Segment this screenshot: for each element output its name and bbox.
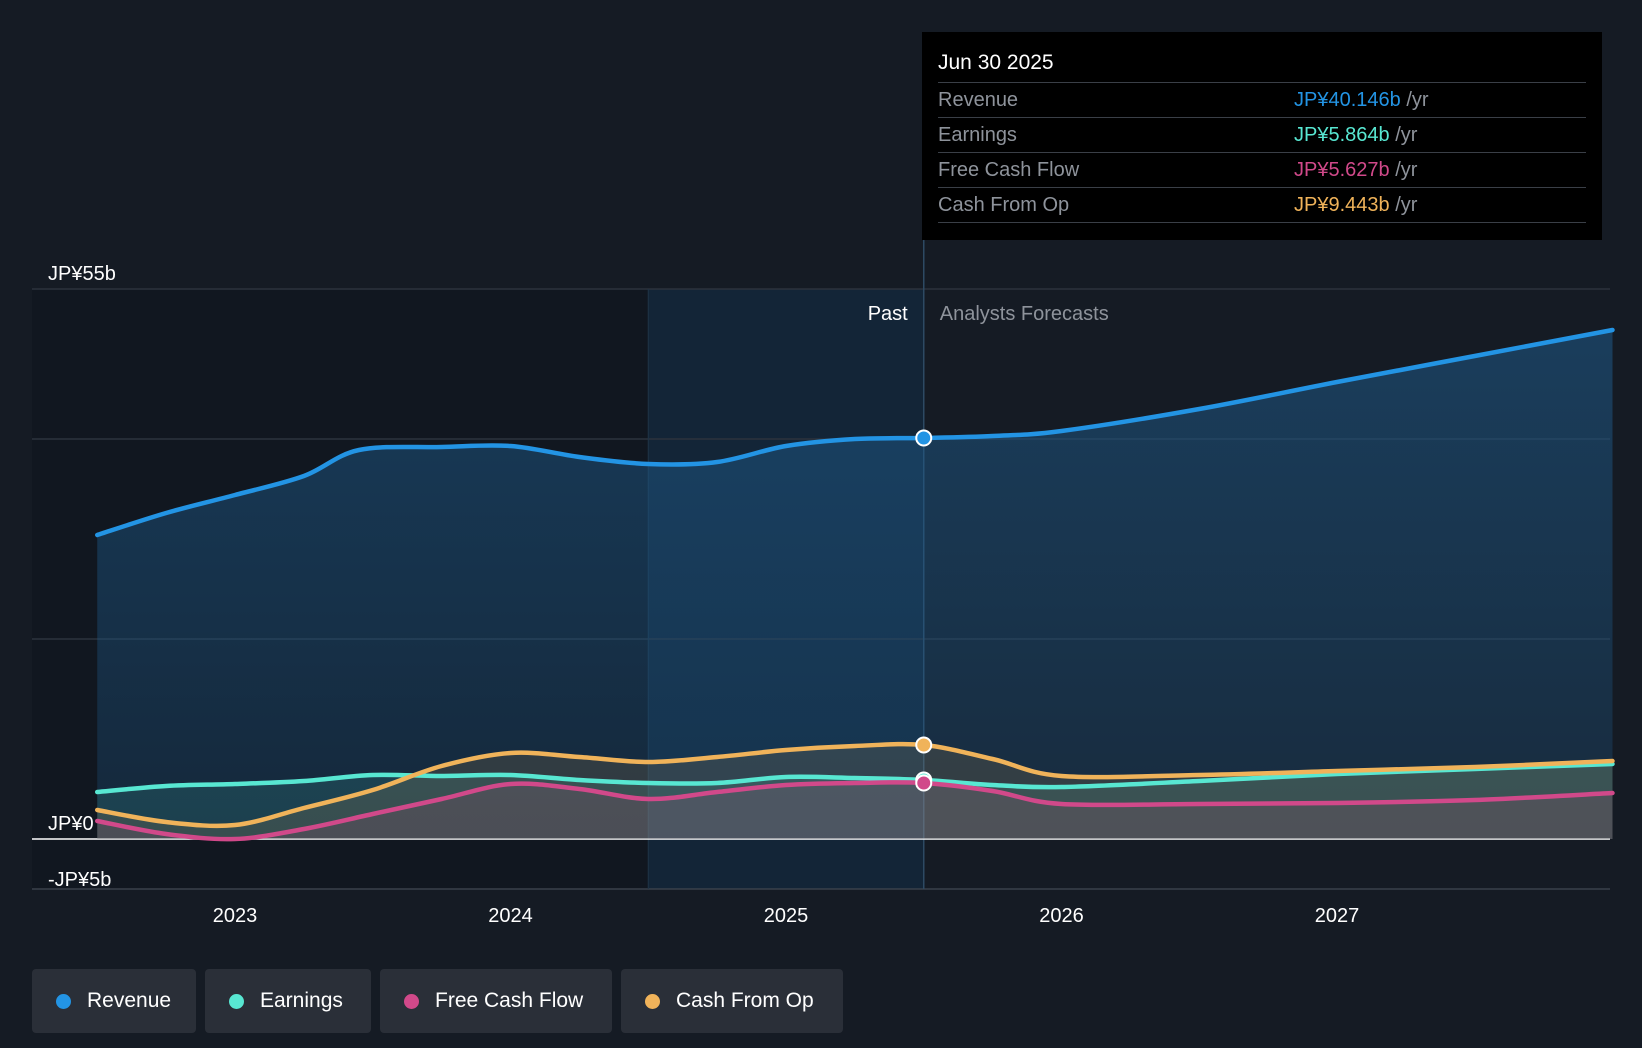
legend-dot-icon <box>229 993 244 1009</box>
x-tick-label: 2023 <box>213 905 258 927</box>
legend-label: Revenue <box>87 989 172 1012</box>
tooltip-row: Revenue JP¥40.146b /yr <box>938 83 1586 118</box>
earnings-area <box>97 764 1613 839</box>
tooltip-date: Jun 30 2025 <box>938 46 1586 83</box>
tooltip-row: Free Cash Flow JP¥5.627b /yr <box>938 153 1586 188</box>
past-label: Past <box>868 303 908 325</box>
tooltip-value: JP¥40.146b <box>1294 89 1401 111</box>
tooltip-unit: /yr <box>1400 89 1429 111</box>
tooltip-row: Cash From Op JP¥9.443b /yr <box>938 188 1586 223</box>
tooltip-row-name: Revenue <box>938 89 1019 111</box>
free-cash-flow-area <box>97 782 1613 840</box>
y-tick-label: JP¥55b <box>48 263 116 285</box>
tooltip-row-name: Earnings <box>938 124 1017 146</box>
legend-dot-icon <box>645 993 660 1009</box>
cash-from-op-line <box>95 741 1615 829</box>
x-tick-label: 2024 <box>488 905 533 927</box>
y-tick-label: -JP¥5b <box>48 869 111 891</box>
tooltip-value: JP¥5.864b <box>1294 124 1390 146</box>
cash-from-op-area <box>97 744 1613 839</box>
legend-dot-icon <box>56 993 71 1009</box>
tooltip-row-value: JP¥5.864b /yr <box>1294 118 1417 152</box>
y-tick-label: JP¥0 <box>48 813 94 835</box>
legend: Revenue Earnings Free Cash Flow Cash From O… <box>32 969 843 1033</box>
tooltip-value: JP¥9.443b <box>1294 194 1390 216</box>
legend-item-cash-from-op[interactable]: Cash From Op <box>621 969 843 1033</box>
legend-item-earnings[interactable]: Earnings <box>205 969 371 1033</box>
free-cash-flow-line <box>95 780 1615 842</box>
cash-from-op-marker <box>915 736 933 754</box>
tooltip: Jun 30 2025 Revenue JP¥40.146b /yr Earning… <box>922 32 1602 240</box>
x-tick-label: 2025 <box>764 905 809 927</box>
legend-label: Cash From Op <box>676 989 814 1012</box>
tooltip-row-value: JP¥40.146b /yr <box>1294 83 1429 117</box>
tooltip-row-name: Cash From Op <box>938 194 1070 216</box>
legend-item-revenue[interactable]: Revenue <box>32 969 196 1033</box>
x-tick-label: 2027 <box>1315 905 1360 927</box>
tooltip-row: Earnings JP¥5.864b /yr <box>938 118 1586 153</box>
tooltip-row-name: Free Cash Flow <box>938 159 1080 181</box>
legend-item-free-cash-flow[interactable]: Free Cash Flow <box>380 969 612 1033</box>
free-cash-flow-marker <box>915 774 933 792</box>
legend-dot-icon <box>404 993 419 1009</box>
revenue-area <box>97 330 1613 839</box>
x-tick-label: 2026 <box>1039 905 1084 927</box>
tooltip-row-value: JP¥5.627b /yr <box>1294 153 1417 187</box>
tooltip-unit: /yr <box>1389 159 1418 181</box>
legend-label: Earnings <box>260 989 343 1012</box>
tooltip-row-value: JP¥9.443b /yr <box>1294 188 1417 222</box>
tooltip-unit: /yr <box>1389 124 1418 146</box>
forecast-label: Analysts Forecasts <box>940 303 1109 325</box>
tooltip-value: JP¥5.627b <box>1294 159 1390 181</box>
revenue-line <box>95 327 1615 538</box>
tooltip-unit: /yr <box>1389 194 1418 216</box>
earnings-line <box>95 761 1615 795</box>
revenue-marker <box>915 429 933 447</box>
legend-label: Free Cash Flow <box>435 989 584 1012</box>
